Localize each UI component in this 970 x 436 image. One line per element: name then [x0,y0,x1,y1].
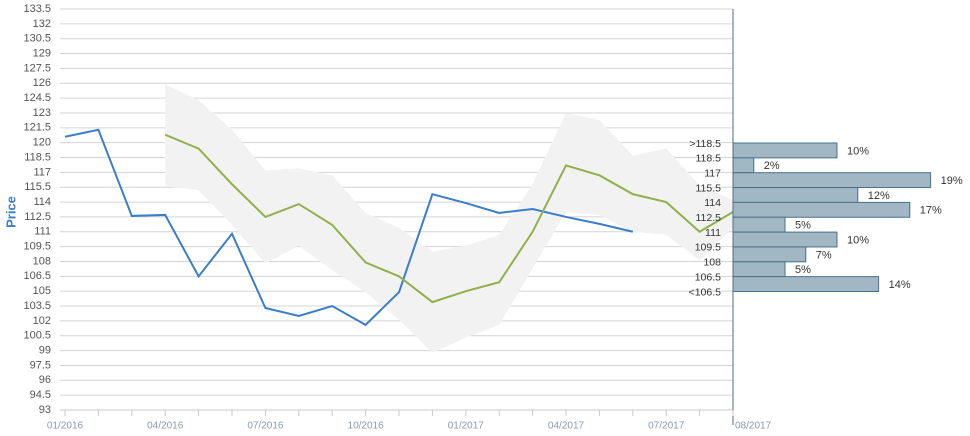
bar [732,261,786,278]
bar [732,276,880,292]
x-tick-label: 10/2016 [348,421,385,432]
x-tick-label: 07/2016 [247,421,284,432]
value-label: 17% [920,205,942,217]
y-tick-label: 94.5 [30,389,51,401]
y-tick-label: 114 [33,196,51,208]
y-tick-label: 108 [33,255,51,267]
y-tick-label: 103.5 [23,300,51,312]
y-tick-label: 115.5 [24,181,51,193]
y-tick-label: 96 [39,374,51,386]
bin-label: 114 [704,197,721,209]
value-label: 10% [847,145,869,157]
y-tick-label: 129 [33,47,51,59]
range-band [165,84,733,353]
price-line [164,133,734,304]
bin-label: 111 [705,227,721,239]
bin-label: <106.5 [689,286,722,298]
value-label: 14% [889,279,911,291]
bar [732,201,911,218]
bar [732,142,838,159]
x-tick-label: 01/2016 [47,421,84,432]
y-tick-label: 123 [33,107,51,119]
value-label: 5% [795,220,811,232]
bar [732,172,932,189]
y-tick-label: 97.5 [30,359,51,371]
y-tick-label: 118.5 [24,151,51,163]
y-tick-label: 127.5 [23,62,51,74]
value-label: 10% [847,234,869,246]
y-tick-label: 105 [33,285,51,297]
value-label: 2% [764,160,780,172]
value-label: 19% [941,175,963,187]
y-tick-label: 121.5 [23,122,51,134]
price-line [64,128,634,327]
y-tick-label: 106.5 [23,270,51,282]
y-tick-label: 102 [33,315,51,327]
y-tick-label: 124.5 [23,92,51,104]
bin-label: >118.5 [689,138,721,150]
bin-label: 108 [703,257,721,269]
y-tick-label: 93 [39,404,51,416]
bin-label: 112.5 [696,212,722,224]
y-tick-label: 100.5 [23,330,51,342]
y-tick-label: 120 [33,137,51,149]
bin-label: 117 [704,167,721,179]
y-tick-label: 132 [33,18,51,30]
y-tick-label: 117 [33,166,51,178]
bar [732,157,755,174]
x-tick-label: 01/2017 [448,421,485,432]
bar [732,216,786,233]
bar [732,246,807,263]
y-tick-label: 112.5 [24,211,51,223]
bar [732,187,859,203]
y-axis-label: Price [3,196,18,228]
bin-label: 115.5 [696,182,722,194]
x-tick-label: 08/2017 [735,421,772,432]
y-tick-label: 109.5 [23,241,51,253]
y-tick-label: 133.5 [23,3,51,15]
y-tick-label: 130.5 [23,33,51,45]
y-tick-label: 111 [34,226,51,238]
x-tick-label: 07/2017 [648,421,685,432]
x-tick-label: 04/2017 [548,421,585,432]
value-label: 5% [795,264,811,276]
bin-label: 109.5 [695,242,721,254]
y-tick-label: 126 [33,77,51,89]
y-tick-label: 99 [39,344,51,356]
value-label: 12% [868,190,890,202]
bar [732,231,838,248]
bin-label: 118.5 [696,153,722,165]
bin-label: 106.5 [695,271,721,283]
x-tick-label: 04/2016 [147,421,184,432]
value-label: 7% [816,249,832,261]
